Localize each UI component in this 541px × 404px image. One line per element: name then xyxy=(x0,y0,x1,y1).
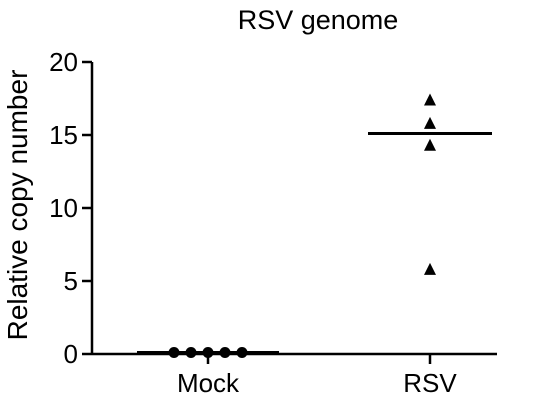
data-point-mock xyxy=(236,347,248,359)
data-point-mock xyxy=(202,347,214,359)
data-point-mock xyxy=(219,347,231,359)
x-tick-label-rsv: RSV xyxy=(403,368,457,398)
data-point-rsv xyxy=(424,262,436,275)
x-ticks: Mock RSV xyxy=(177,354,457,398)
y-axis-label: Relative copy number xyxy=(2,70,33,341)
y-ticks: 0 5 10 15 20 xyxy=(49,47,92,369)
y-tick-label: 15 xyxy=(49,120,78,150)
y-tick-label: 0 xyxy=(64,339,78,369)
median-lines xyxy=(137,132,492,355)
chart-title: RSV genome xyxy=(238,5,399,35)
data-point-rsv xyxy=(424,93,436,106)
data-points xyxy=(168,93,436,359)
data-point-rsv xyxy=(424,138,436,151)
y-tick-label: 5 xyxy=(64,266,78,296)
data-point-rsv xyxy=(424,116,436,129)
x-tick-label-mock: Mock xyxy=(177,368,240,398)
y-tick-label: 10 xyxy=(49,193,78,223)
y-tick-label: 20 xyxy=(49,47,78,77)
data-point-mock xyxy=(185,347,197,359)
data-point-mock xyxy=(168,347,180,359)
